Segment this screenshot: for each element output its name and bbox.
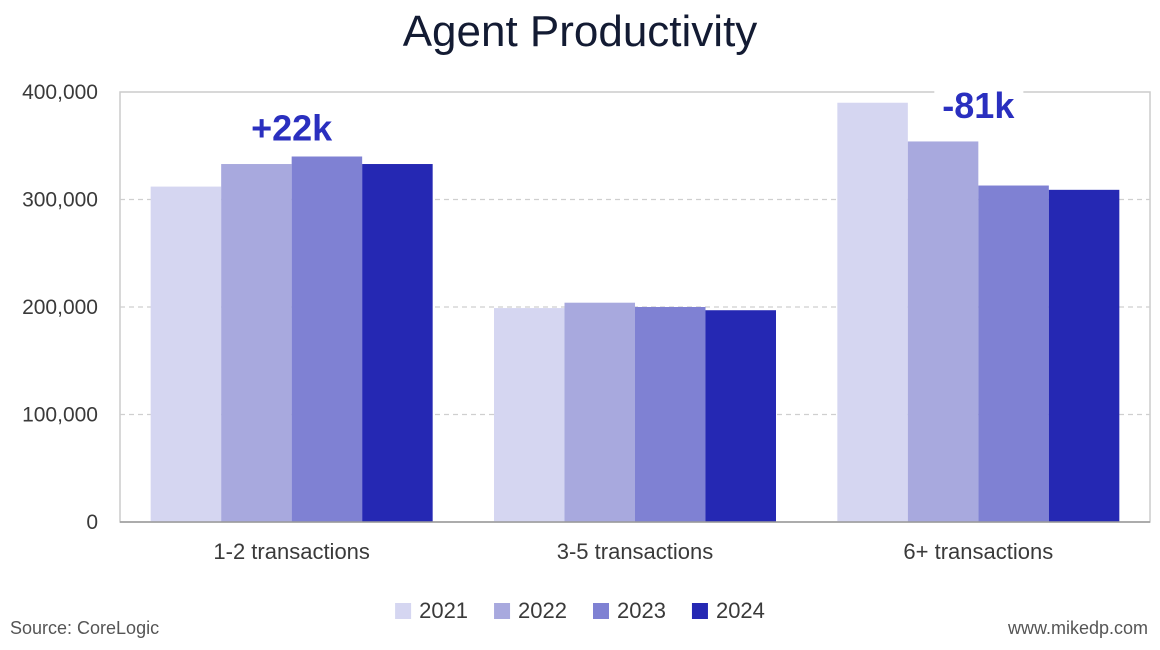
bar-2021-2 <box>494 308 565 522</box>
bar-2021-3 <box>837 102 908 522</box>
x-category-label: 1-2 transactions <box>213 539 370 564</box>
y-tick-label: 300,000 <box>22 189 98 212</box>
legend-item-2021: 2021 <box>395 598 468 623</box>
y-tick-label: 200,000 <box>22 296 98 319</box>
y-tick-label: 400,000 <box>22 81 98 104</box>
x-axis-category-labels: 1-2 transactions 3-5 transactions 6+ trans… <box>213 539 1053 564</box>
annotation-label: +22k <box>251 108 333 149</box>
bar-2024-2 <box>705 310 776 522</box>
bar-2021-1 <box>150 186 222 522</box>
chart-title: Agent Productivity <box>403 7 758 56</box>
bar-2022-2 <box>564 302 635 522</box>
bar-2023-3 <box>978 185 1049 522</box>
annotation-background <box>934 83 1024 128</box>
y-axis-tick-labels: 0 100,000 200,000 300,000 400,000 <box>22 81 98 534</box>
bar-2024-1 <box>362 164 433 522</box>
annotation-background <box>243 105 342 151</box>
bar-2024-3 <box>1048 189 1120 522</box>
annotation-label: -81k <box>942 85 1015 126</box>
bar-2022-3 <box>907 141 979 522</box>
legend: 2021 2022 2023 2024 <box>395 598 765 623</box>
legend-item-2023: 2023 <box>593 598 666 623</box>
legend-swatch <box>395 603 412 619</box>
legend-label: 2024 <box>716 598 765 623</box>
legend-swatch <box>494 603 511 619</box>
legend-item-2024: 2024 <box>691 598 765 623</box>
bars <box>150 102 1120 522</box>
legend-label: 2021 <box>419 598 468 623</box>
x-category-label: 3-5 transactions <box>557 539 714 564</box>
bar-2022-1 <box>221 164 292 522</box>
y-tick-label: 100,000 <box>22 404 98 427</box>
bar-2023-2 <box>635 307 706 522</box>
legend-swatch <box>593 603 609 619</box>
x-category-label: 6+ transactions <box>903 539 1053 564</box>
annotations: +22k -81k <box>243 83 1024 151</box>
legend-swatch <box>691 603 708 619</box>
legend-item-2022: 2022 <box>494 598 567 623</box>
bar-2023-1 <box>291 156 363 522</box>
y-tick-label: 0 <box>86 511 98 534</box>
legend-label: 2023 <box>617 598 666 623</box>
source-note: Source: CoreLogic <box>10 618 159 638</box>
legend-label: 2022 <box>518 598 567 623</box>
site-credit: www.mikedp.com <box>1007 618 1148 638</box>
